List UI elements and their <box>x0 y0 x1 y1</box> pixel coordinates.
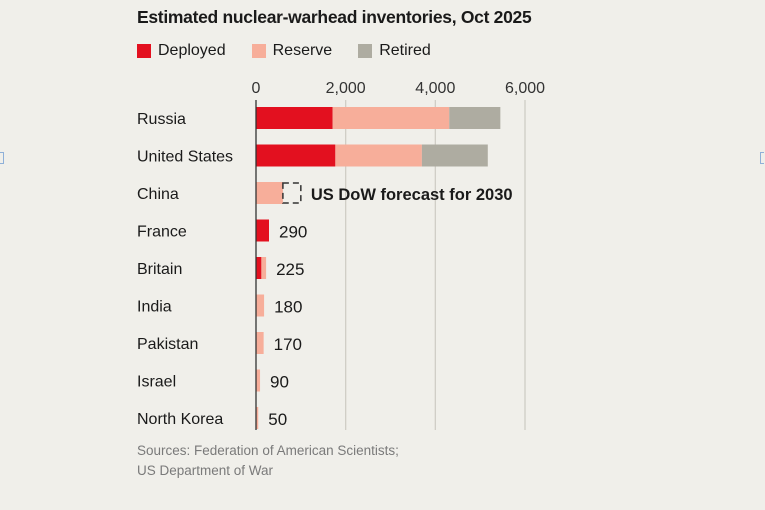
category-label: Pakistan <box>137 336 198 353</box>
bar-deployed <box>256 144 336 167</box>
bar-reserve <box>256 182 283 204</box>
x-tick-label: 2,000 <box>326 80 366 97</box>
bar-deployed <box>256 219 270 242</box>
window-edge-left <box>0 152 4 164</box>
legend-label: Reserve <box>272 42 333 59</box>
bar-reserve <box>335 144 422 167</box>
category-label: France <box>137 224 187 241</box>
data-label: 90 <box>270 373 289 392</box>
data-label: 50 <box>268 410 287 429</box>
data-label: 225 <box>276 260 304 279</box>
data-label: 290 <box>279 223 307 242</box>
x-tick-label: 4,000 <box>415 80 455 97</box>
source-line-2: US Department of War <box>137 463 274 478</box>
category-label: Israel <box>137 374 176 391</box>
x-tick-label: 0 <box>252 80 261 97</box>
window-edge-right <box>760 152 764 164</box>
legend-item-deployed: Deployed <box>137 42 226 60</box>
chart-title: Estimated nuclear-warhead inventories, O… <box>137 7 532 27</box>
category-label: North Korea <box>137 411 223 428</box>
x-tick-label: 6,000 <box>505 80 545 97</box>
bar-deployed <box>256 257 262 279</box>
data-label: 180 <box>274 298 302 317</box>
forecast-box <box>282 182 302 204</box>
legend-label: Deployed <box>158 42 226 59</box>
legend-swatch-deployed <box>137 44 151 58</box>
bar-reserve <box>256 369 261 392</box>
legend-item-retired: Retired <box>358 42 431 60</box>
category-label: United States <box>137 149 233 166</box>
legend-item-reserve: Reserve <box>251 42 333 60</box>
bar-reserve <box>261 257 267 279</box>
bar-reserve <box>256 294 265 317</box>
category-label: China <box>137 186 179 203</box>
bar-reserve <box>256 407 259 429</box>
bar-deployed <box>256 107 333 129</box>
bar-reserve <box>256 332 264 354</box>
bar-reserve <box>332 107 450 129</box>
legend-swatch-reserve <box>251 44 266 58</box>
category-label: India <box>137 299 172 316</box>
data-label: 170 <box>274 335 302 354</box>
category-label: Russia <box>137 111 186 128</box>
legend-swatch-retired <box>358 44 373 58</box>
category-label: Britain <box>137 261 182 278</box>
legend: Deployed Reserve Retired <box>137 42 431 60</box>
annotation-label: US DoW forecast for 2030 <box>311 186 513 204</box>
bar-retired <box>449 107 501 129</box>
bar-retired <box>421 144 488 167</box>
source-line-1: Sources: Federation of American Scientis… <box>137 443 399 458</box>
legend-label: Retired <box>379 42 431 59</box>
